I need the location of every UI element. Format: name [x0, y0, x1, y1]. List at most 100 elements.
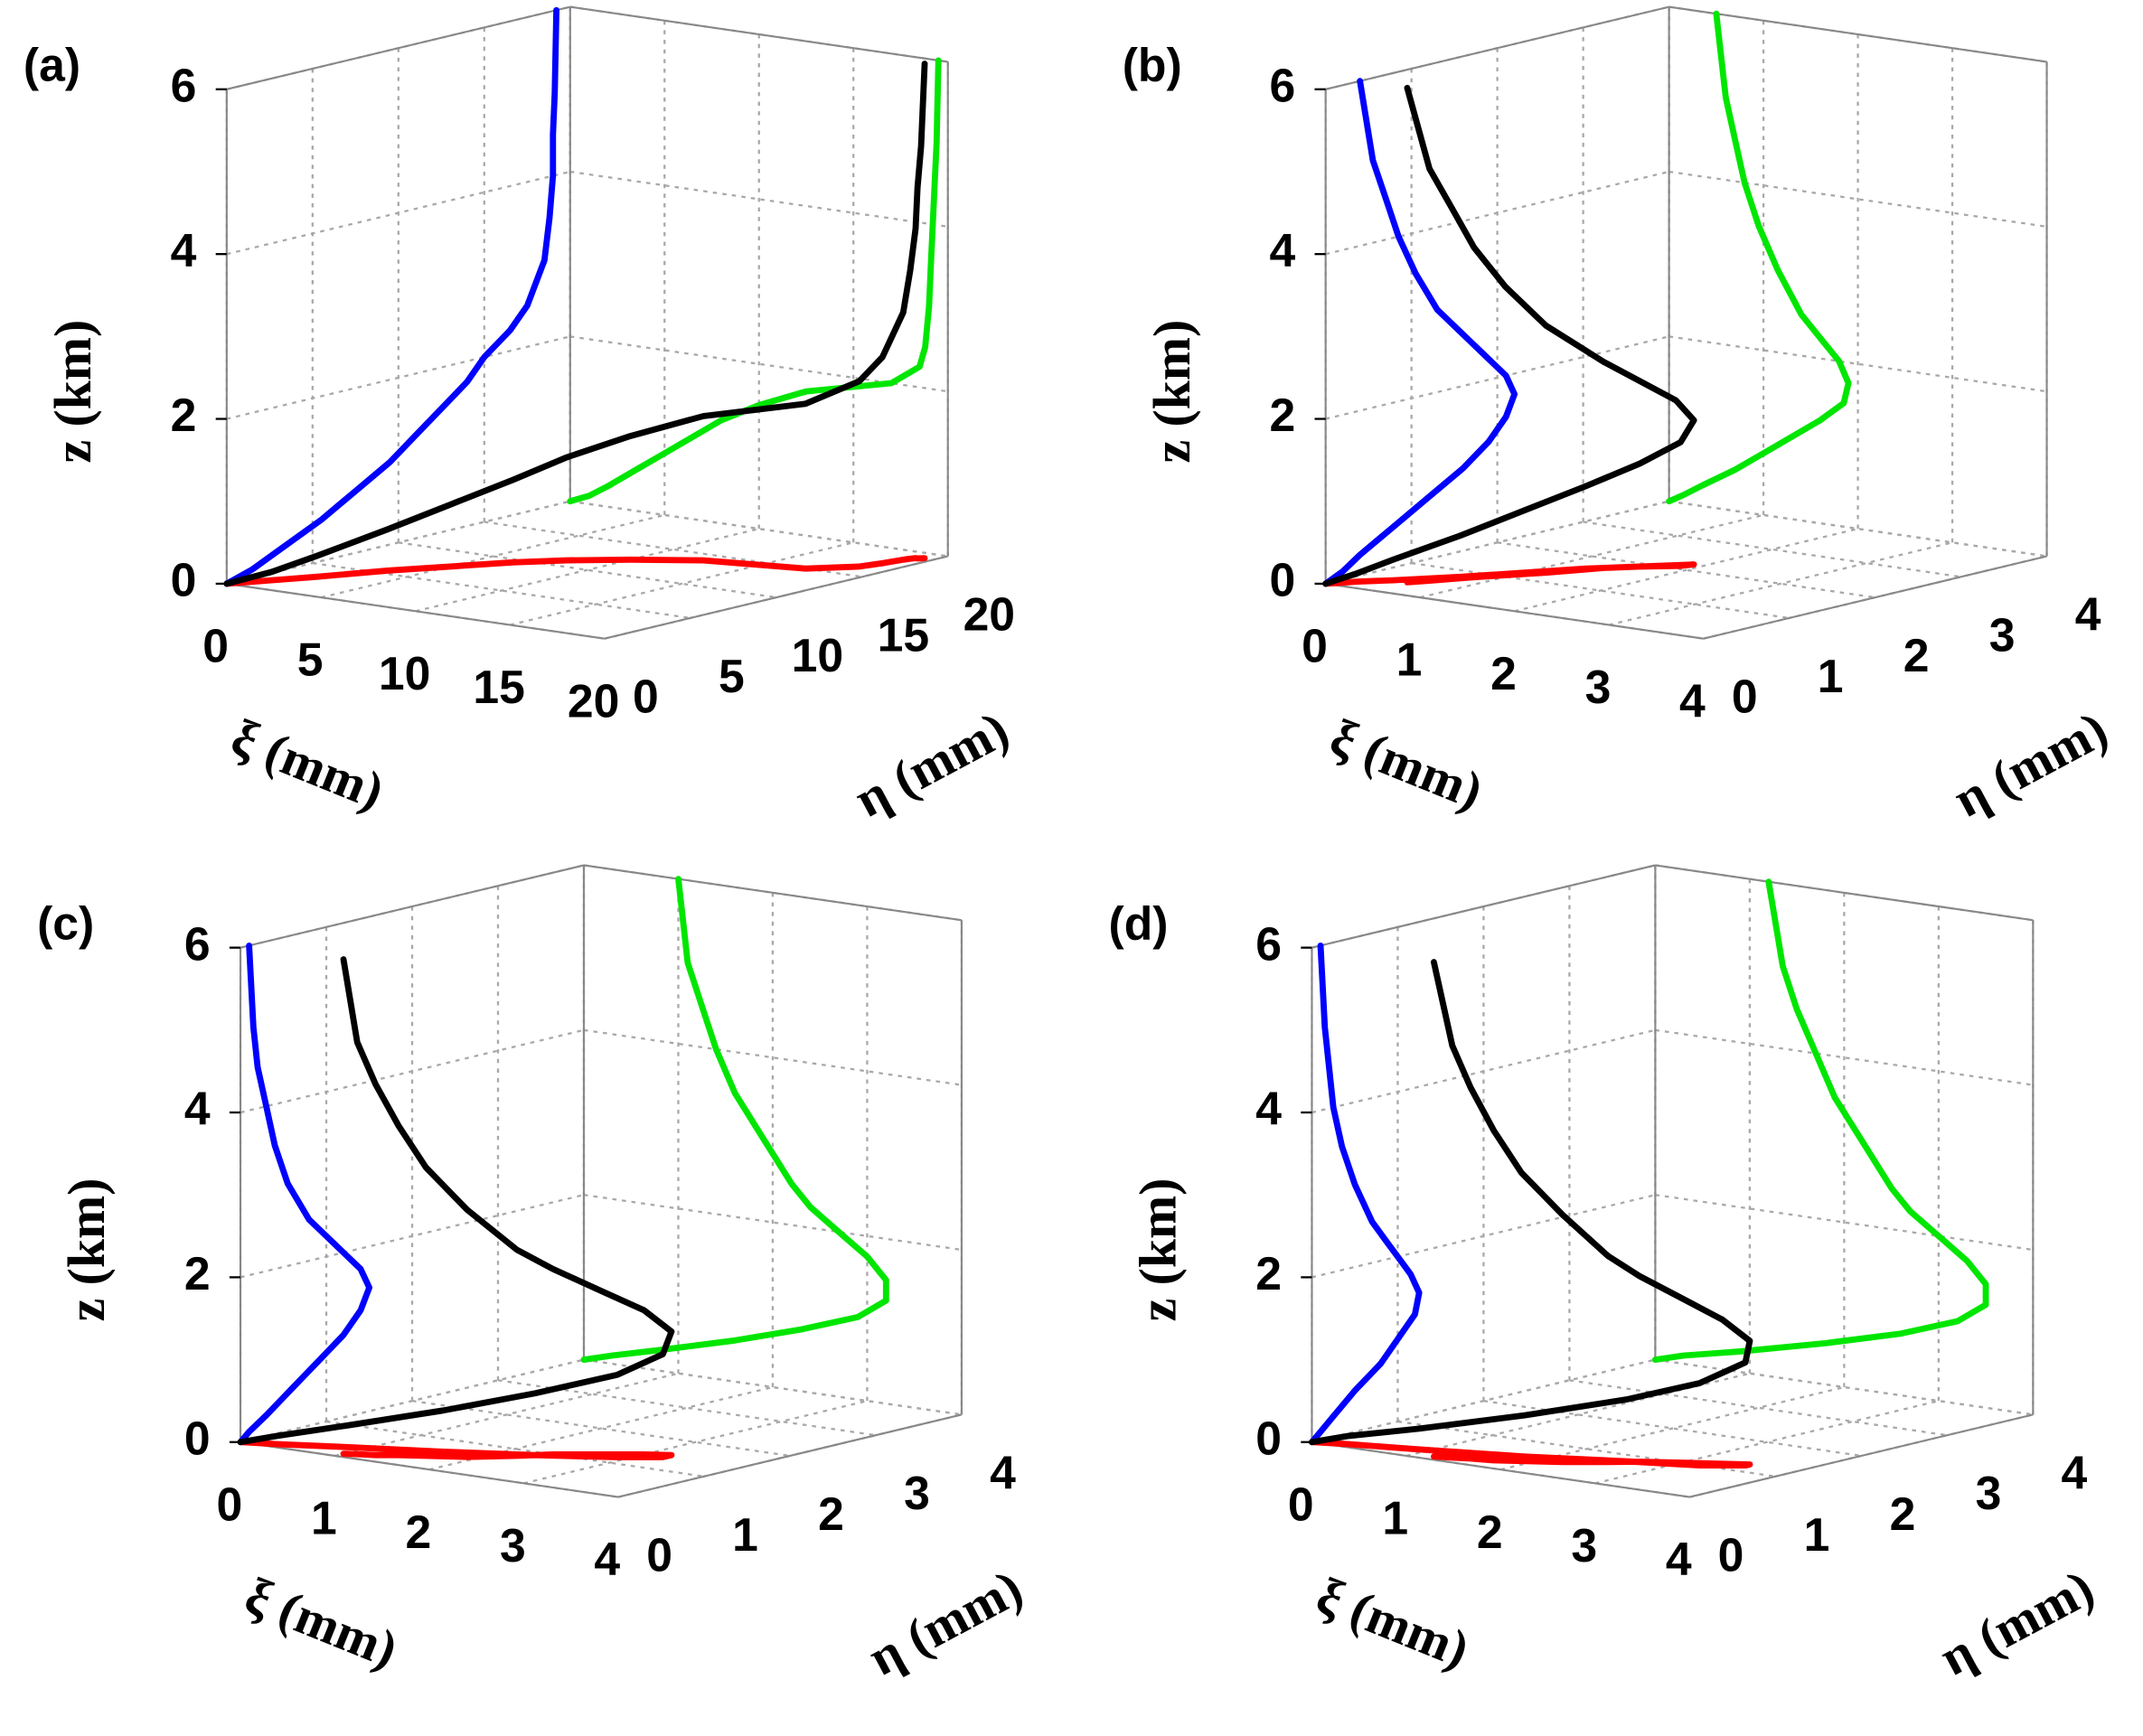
- x-axis-label: ξ (mm): [238, 1567, 406, 1679]
- box-edge: [604, 555, 948, 640]
- z-axis-label: z (km): [45, 320, 102, 464]
- x-tick-label: 4: [594, 1533, 620, 1585]
- y-tick-label: 4: [990, 1446, 1016, 1498]
- x-tick-label: 0: [202, 620, 229, 672]
- xy-projection: [237, 1439, 675, 1460]
- grid-line: [1497, 541, 1875, 599]
- z-tick-label: 4: [171, 224, 197, 277]
- box-edge: [617, 1413, 963, 1498]
- panel-label: (d): [1109, 897, 1169, 950]
- y-tick-label: 1: [1818, 650, 1844, 702]
- yz-projection: [223, 6, 560, 587]
- z-tick-label: 4: [184, 1083, 211, 1135]
- x-tick-label: 10: [379, 647, 430, 699]
- box-edge: [240, 1440, 619, 1498]
- y-axis-label: η (mm): [1945, 701, 2117, 829]
- z-tick-label: 0: [1269, 554, 1295, 606]
- grid-line: [312, 561, 691, 620]
- y-tick-label: 2: [818, 1487, 844, 1540]
- grid-line: [510, 541, 854, 626]
- y-tick-label: 3: [1989, 608, 2016, 661]
- trajectory: [237, 956, 675, 1446]
- trajectory: [223, 61, 928, 587]
- grid-line: [1311, 1358, 1656, 1443]
- yz-projection: [1309, 942, 1423, 1446]
- x-tick-label: 2: [1490, 647, 1517, 699]
- y-tick-label: 0: [633, 671, 659, 723]
- grid-line: [1325, 170, 1669, 256]
- x-tick-label: 1: [1382, 1492, 1408, 1544]
- y-tick-label: 2: [1890, 1487, 1916, 1540]
- grid-line: [1569, 1379, 1948, 1437]
- grid-line: [1668, 170, 2047, 228]
- grid-line: [321, 513, 665, 599]
- z-tick-label: 2: [171, 389, 197, 441]
- z-axis-label: z (km): [1144, 320, 1201, 464]
- x-tick-label: 4: [1679, 674, 1706, 727]
- grid-line: [583, 1194, 963, 1252]
- grid-line: [1583, 521, 1961, 578]
- z-tick-label: 0: [184, 1412, 211, 1464]
- grid-line: [334, 1372, 679, 1458]
- box-edge: [1655, 864, 2034, 922]
- z-tick-label: 2: [1269, 389, 1295, 441]
- x-axis-label: ξ (mm): [1309, 1567, 1477, 1679]
- grid-line: [1325, 500, 1669, 586]
- z-tick-label: 0: [1255, 1412, 1282, 1464]
- yz-projection: [237, 942, 373, 1446]
- grid-line: [1655, 1028, 2034, 1086]
- y-tick-label: 0: [1732, 671, 1758, 723]
- box-edge: [1311, 864, 1656, 949]
- box-edge: [1689, 1413, 2034, 1498]
- xy-projection: [1322, 561, 1697, 587]
- trajectory: [1309, 959, 1753, 1446]
- z-tick-label: 6: [1269, 59, 1295, 111]
- x-tick-label: 2: [405, 1506, 431, 1558]
- y-tick-label: 15: [878, 608, 929, 661]
- xy-projection: [1309, 1439, 1753, 1469]
- z-axis-label: z (km): [1131, 1178, 1188, 1322]
- x-axis-label: ξ (mm): [1322, 708, 1490, 821]
- grid-line: [398, 541, 776, 599]
- y-axis-label: η (mm): [846, 701, 1018, 829]
- z-tick-label: 2: [184, 1247, 211, 1300]
- x-tick-label: 3: [1571, 1519, 1597, 1572]
- grid-line: [583, 1028, 963, 1086]
- grid-line: [1514, 528, 1858, 613]
- y-tick-label: 3: [1976, 1467, 2002, 1519]
- panel-label: (b): [1123, 39, 1182, 91]
- x-tick-label: 0: [1302, 620, 1328, 672]
- trajectory: [1322, 84, 1697, 587]
- y-tick-label: 5: [719, 650, 745, 702]
- grid-line: [240, 1028, 585, 1114]
- x-tick-label: 1: [1396, 633, 1423, 686]
- xy-projection: [223, 555, 928, 587]
- y-tick-label: 0: [1718, 1529, 1744, 1581]
- z-tick-label: 4: [1255, 1083, 1282, 1135]
- grid-line: [226, 335, 571, 420]
- grid-line: [1483, 1400, 1862, 1458]
- z-tick-label: 4: [1269, 224, 1295, 277]
- box-edge: [583, 864, 963, 922]
- grid-line: [1419, 513, 1764, 599]
- y-tick-label: 4: [2075, 588, 2101, 641]
- grid-line: [569, 500, 948, 558]
- y-tick-label: 20: [963, 588, 1015, 641]
- box-edge: [240, 864, 585, 949]
- x-tick-label: 5: [297, 633, 324, 686]
- panel-label: (a): [23, 39, 80, 91]
- x-tick-label: 4: [1666, 1533, 1692, 1585]
- box-edge: [1311, 1440, 1690, 1498]
- x-tick-label: 0: [1288, 1478, 1314, 1530]
- box-edge: [1668, 5, 2047, 63]
- grid-line: [240, 1358, 585, 1443]
- grid-line: [569, 170, 948, 228]
- z-tick-label: 2: [1255, 1247, 1282, 1300]
- y-tick-label: 3: [904, 1467, 930, 1519]
- box-edge: [1325, 5, 1669, 90]
- grid-line: [1311, 1194, 1656, 1279]
- grid-line: [415, 528, 760, 613]
- y-tick-label: 2: [1903, 629, 1930, 681]
- y-tick-label: 10: [792, 629, 843, 681]
- z-axis-label: z (km): [59, 1178, 116, 1322]
